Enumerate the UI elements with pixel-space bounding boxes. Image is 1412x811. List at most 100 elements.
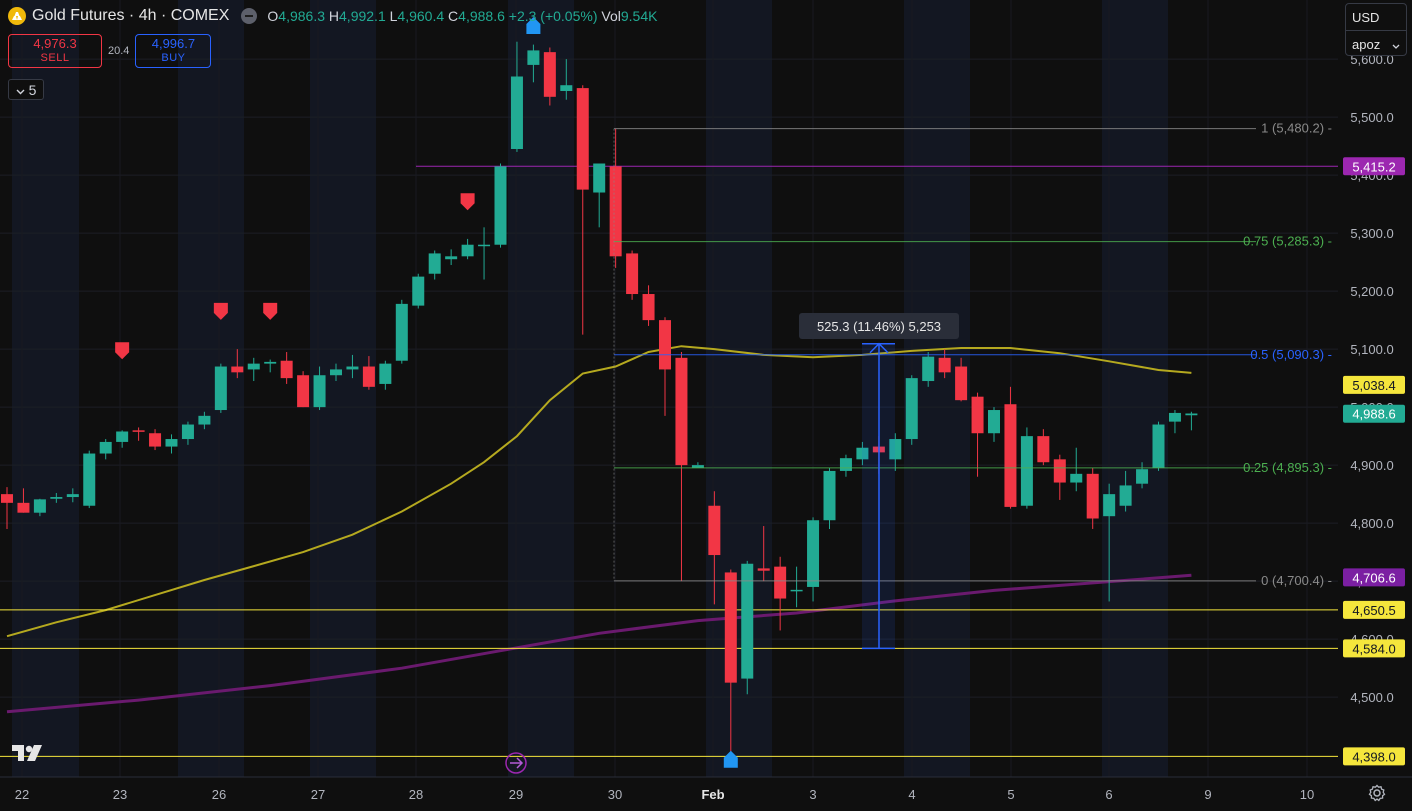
price-tick-label: 4,900.0 (1350, 458, 1393, 473)
candle-body (905, 378, 918, 440)
chevron-down-icon (1392, 37, 1400, 52)
price-tick-label: 5,500.0 (1350, 110, 1393, 125)
candle-body (165, 439, 178, 447)
ema-short-line (6, 345, 1192, 638)
candle-body (362, 366, 375, 387)
time-axis: 22 23 26 27 28 29 30 Feb 3 4 5 6 9 10 (0, 776, 1412, 811)
candle-body (626, 253, 639, 295)
time-tick-label: 4 (908, 787, 915, 802)
sell-button[interactable]: 4,976.3 SELL (8, 34, 102, 68)
candle-body (527, 50, 540, 65)
candle-body (66, 494, 79, 498)
currency-select[interactable]: USD (1346, 4, 1406, 30)
price-tag-label: 5,038.4 (1352, 378, 1395, 393)
time-tick-label: 23 (113, 787, 127, 802)
tradingview-logo-icon[interactable] (12, 744, 46, 767)
hide-indicator-icon[interactable] (241, 8, 258, 24)
candle-body (478, 244, 491, 247)
candle-body (149, 433, 162, 447)
price-tag-label: 4,706.6 (1352, 570, 1395, 585)
price-tick-label: 5,200.0 (1350, 284, 1393, 299)
volume-value: 9.54 (620, 8, 649, 24)
candle-body (724, 572, 737, 683)
candle-body (839, 458, 852, 471)
candle-body (1037, 436, 1050, 463)
unit-value: apoz (1352, 36, 1381, 52)
candle-body (856, 447, 869, 460)
measure-label: 525.3 (11.46%) 5,253 (817, 319, 941, 334)
price-tag (1343, 404, 1405, 423)
candle-body (1168, 412, 1181, 422)
price-tag-label: 5,415.2 (1352, 159, 1395, 174)
candle-body (1020, 436, 1033, 506)
time-tick-label: 6 (1105, 787, 1112, 802)
session-band (178, 0, 244, 777)
fib-level-label: 0.75 (5,285.3) - (1243, 234, 1332, 249)
sell-signal-icon (460, 193, 475, 211)
candle-body (708, 505, 721, 556)
price-tick-label: 4,500.0 (1350, 690, 1393, 705)
unit-select[interactable]: apoz (1346, 30, 1406, 57)
sell-signal-icon (263, 302, 278, 320)
candle-body (642, 294, 655, 321)
candle-body (33, 499, 46, 513)
candle-body (330, 369, 342, 376)
time-tick-label: 5 (1007, 787, 1014, 802)
chart-legend: Gold Futures · 4h · COMEX O4,986.3 H4,99… (8, 6, 657, 26)
candle-body (83, 453, 96, 506)
buy-label: BUY (161, 52, 186, 64)
indicators-toggle[interactable]: 5 (8, 79, 44, 100)
candle-body (1070, 473, 1083, 483)
candle-body (1185, 413, 1198, 416)
fib-level-label: 0.5 (5,090.3) - (1250, 347, 1332, 362)
candle-body (428, 253, 441, 274)
candle-body (280, 360, 293, 379)
measure-arrowhead (869, 342, 889, 354)
fib-level-label: 0.25 (4,895.3) - (1243, 460, 1332, 475)
time-tick-label: 9 (1204, 787, 1211, 802)
candle-body (346, 366, 359, 370)
chevron-down-icon (16, 82, 25, 98)
price-tag-label: 4,650.5 (1352, 603, 1395, 618)
time-tick-label: 26 (212, 787, 226, 802)
candle-body (741, 563, 754, 679)
buy-signal-icon (526, 17, 541, 35)
time-tick-label: 28 (409, 787, 423, 802)
indicator-lines (0, 165, 1338, 757)
settings-icon[interactable] (1368, 784, 1386, 807)
indicator-count: 5 (28, 81, 37, 98)
candle-body (593, 163, 606, 193)
drawings: 1 (5,480.2) - 0.75 (5,285.3) - 0.5 (5,090.… (613, 121, 1332, 650)
open-value: 4,986.3 (278, 8, 325, 24)
sell-label: SELL (40, 52, 70, 64)
ema-long-line (6, 573, 1192, 714)
buy-button[interactable]: 4,996.7 BUY (135, 34, 212, 68)
replay-circle (505, 752, 527, 774)
price-tick-label: 5,300.0 (1350, 226, 1393, 241)
spread-value: 20.4 (108, 45, 130, 57)
ohlc-values: O4,986.3 H4,992.1 L4,960.4 C4,988.6 +2.3… (267, 8, 658, 24)
candle-body (659, 320, 671, 370)
price-tag-label: 4,988.6 (1352, 407, 1395, 422)
candle-body (807, 520, 820, 587)
change-value: +2.3 (+0.05%) (508, 8, 598, 24)
symbol-title[interactable]: Gold Futures · 4h · COMEX (32, 7, 230, 24)
fib-level-label: 0 (4,700.4) - (1261, 573, 1332, 588)
fib-level-label: 1 (5,480.2) - (1261, 121, 1332, 136)
volume-label: Vol (601, 8, 621, 24)
time-tick-label: Feb (701, 787, 724, 802)
low-value: 4,960.4 (397, 8, 445, 24)
candle-body (231, 366, 244, 373)
price-tag (1343, 639, 1405, 658)
price-tag-label: 4,398.0 (1352, 749, 1395, 764)
candle-body (445, 256, 458, 260)
candle-body (543, 52, 556, 97)
candle-body (922, 356, 935, 382)
candle-body (691, 465, 704, 469)
candlestick-series (1, 41, 1198, 753)
candle-body (50, 497, 63, 499)
price-axis: 5,600.05,500.05,400.05,300.05,200.05,100… (1338, 0, 1412, 811)
currency-value: USD (1352, 9, 1380, 25)
time-tick-label: 29 (509, 787, 523, 802)
